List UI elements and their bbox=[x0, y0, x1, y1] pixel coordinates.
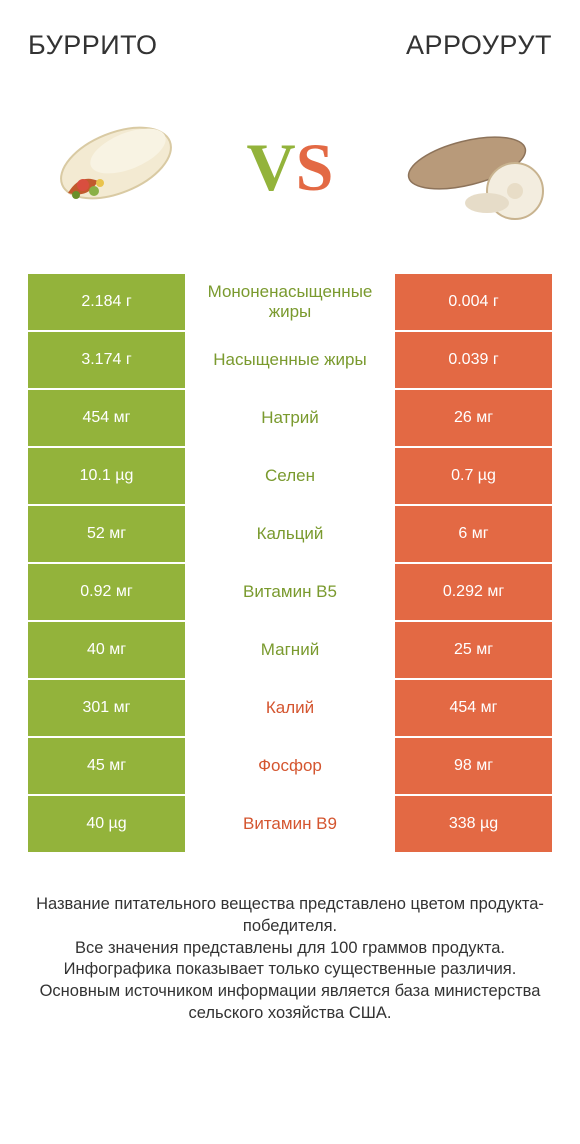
title-bar: БУРРИТО АРРОУРУТ bbox=[28, 22, 552, 85]
right-value: 6 мг bbox=[395, 506, 552, 562]
left-food-image bbox=[28, 103, 183, 233]
nutrient-label: Натрий bbox=[185, 390, 395, 446]
right-value: 338 µg bbox=[395, 796, 552, 852]
table-row: 10.1 µgСелен0.7 µg bbox=[28, 448, 552, 504]
left-value: 10.1 µg bbox=[28, 448, 185, 504]
left-value: 2.184 г bbox=[28, 274, 185, 330]
vs-letter-v: V bbox=[247, 129, 296, 205]
nutrient-label: Мононенасыщенные жиры bbox=[185, 274, 395, 330]
table-row: 3.174 гНасыщенные жиры0.039 г bbox=[28, 332, 552, 388]
right-value: 0.004 г bbox=[395, 274, 552, 330]
right-value: 26 мг bbox=[395, 390, 552, 446]
right-food-image bbox=[397, 103, 552, 233]
nutrient-label: Магний bbox=[185, 622, 395, 678]
vs-letter-s: S bbox=[296, 129, 334, 205]
right-value: 454 мг bbox=[395, 680, 552, 736]
nutrient-label: Витамин B5 bbox=[185, 564, 395, 620]
right-value: 25 мг bbox=[395, 622, 552, 678]
right-value: 98 мг bbox=[395, 738, 552, 794]
right-value: 0.039 г bbox=[395, 332, 552, 388]
nutrient-label: Витамин B9 bbox=[185, 796, 395, 852]
left-value: 3.174 г bbox=[28, 332, 185, 388]
left-value: 45 мг bbox=[28, 738, 185, 794]
left-value: 40 мг bbox=[28, 622, 185, 678]
table-row: 45 мгФосфор98 мг bbox=[28, 738, 552, 794]
right-value: 0.7 µg bbox=[395, 448, 552, 504]
nutrient-label: Насыщенные жиры bbox=[185, 332, 395, 388]
hero: VS bbox=[28, 85, 552, 250]
nutrition-table: 2.184 гМононенасыщенные жиры0.004 г3.174… bbox=[28, 274, 552, 852]
footer-line: Все значения представлены для 100 граммо… bbox=[32, 938, 548, 960]
footer-line: Название питательного вещества представл… bbox=[32, 894, 548, 938]
left-value: 454 мг bbox=[28, 390, 185, 446]
nutrient-label: Калий bbox=[185, 680, 395, 736]
table-row: 40 мгМагний25 мг bbox=[28, 622, 552, 678]
left-value: 40 µg bbox=[28, 796, 185, 852]
left-value: 52 мг bbox=[28, 506, 185, 562]
nutrient-label: Фосфор bbox=[185, 738, 395, 794]
left-value: 0.92 мг bbox=[28, 564, 185, 620]
vs-label: VS bbox=[247, 128, 334, 207]
footer-notes: Название питательного вещества представл… bbox=[28, 894, 552, 1025]
nutrient-label: Кальций bbox=[185, 506, 395, 562]
table-row: 52 мгКальций6 мг bbox=[28, 506, 552, 562]
nutrient-label: Селен bbox=[185, 448, 395, 504]
right-title: АРРОУРУТ bbox=[406, 30, 552, 61]
left-value: 301 мг bbox=[28, 680, 185, 736]
table-row: 2.184 гМононенасыщенные жиры0.004 г bbox=[28, 274, 552, 330]
left-title: БУРРИТО bbox=[28, 30, 157, 61]
right-value: 0.292 мг bbox=[395, 564, 552, 620]
table-row: 0.92 мгВитамин B50.292 мг bbox=[28, 564, 552, 620]
footer-line: Инфографика показывает только существенн… bbox=[32, 959, 548, 981]
footer-line: Основным источником информации является … bbox=[32, 981, 548, 1025]
table-row: 454 мгНатрий26 мг bbox=[28, 390, 552, 446]
table-row: 40 µgВитамин B9338 µg bbox=[28, 796, 552, 852]
table-row: 301 мгКалий454 мг bbox=[28, 680, 552, 736]
